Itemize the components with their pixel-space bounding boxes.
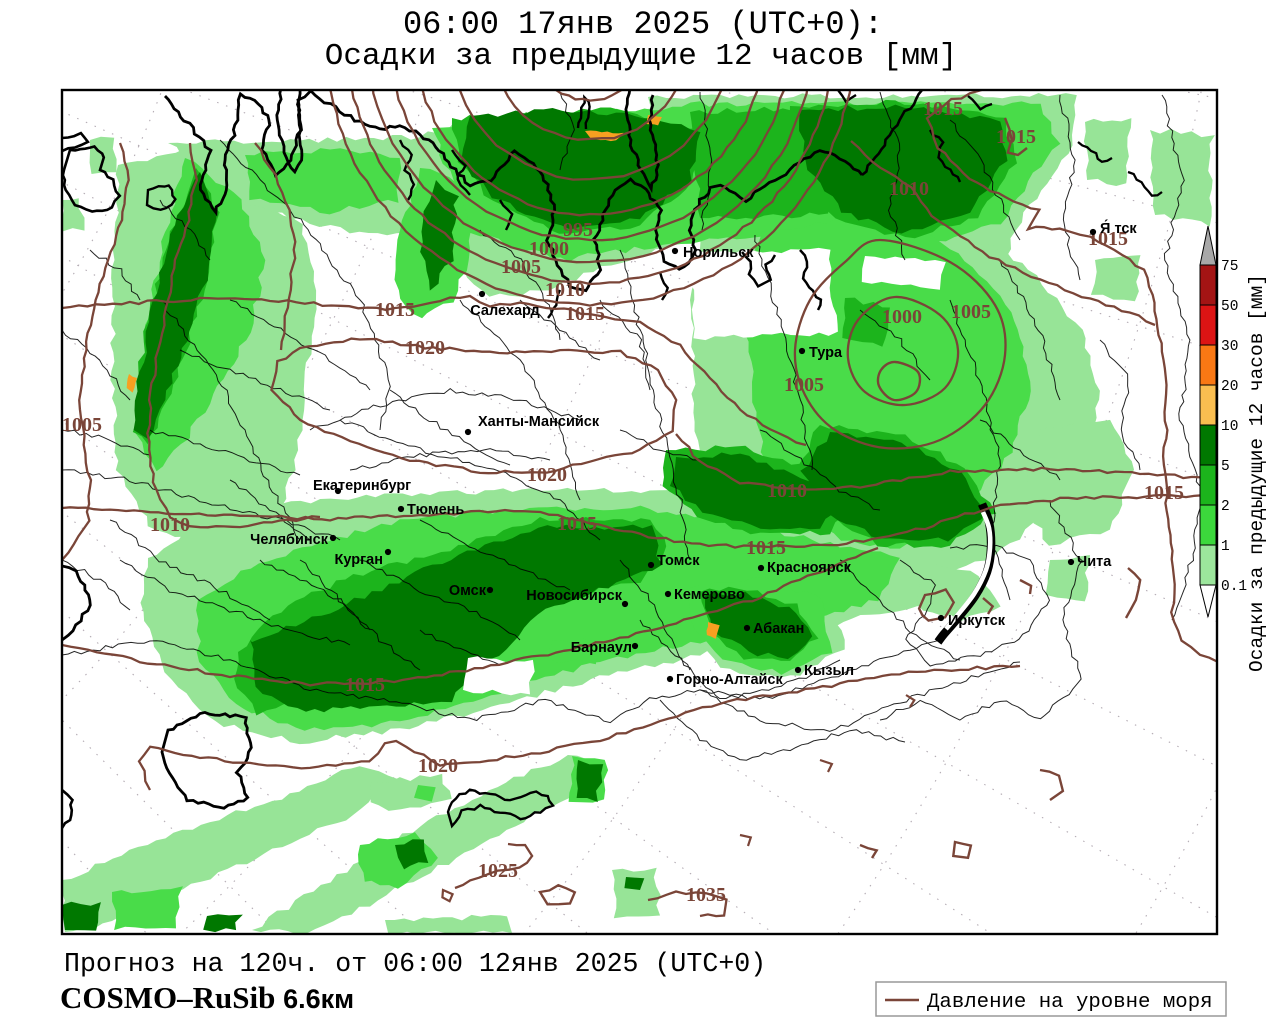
svg-text:Курган: Курган: [335, 552, 383, 568]
svg-text:1020: 1020: [527, 464, 567, 486]
svg-text:Кемерово: Кемерово: [674, 587, 745, 603]
svg-text:Тура: Тура: [809, 345, 843, 361]
svg-text:1015: 1015: [1144, 482, 1184, 504]
svg-text:Осадки за предыдущие 12 часов: Осадки за предыдущие 12 часов [мм]: [1246, 274, 1268, 672]
svg-text:1015: 1015: [996, 126, 1036, 148]
svg-text:0.1: 0.1: [1221, 579, 1247, 595]
svg-text:30: 30: [1221, 339, 1238, 355]
svg-text:COSMO–RuSib 6.6км: COSMO–RuSib 6.6км: [60, 980, 354, 1015]
svg-text:1015: 1015: [375, 299, 415, 321]
svg-text:Чита: Чита: [1077, 554, 1112, 570]
svg-text:50: 50: [1221, 299, 1238, 315]
svg-text:1005: 1005: [62, 414, 102, 436]
svg-text:Екатеринбург: Екатеринбург: [313, 478, 411, 494]
svg-text:1005: 1005: [501, 256, 541, 278]
svg-text:06:00 17янв 2025 (UTC+0):: 06:00 17янв 2025 (UTC+0):: [403, 6, 883, 43]
svg-text:2: 2: [1221, 499, 1230, 515]
svg-text:1035: 1035: [686, 884, 726, 906]
svg-text:1025: 1025: [478, 860, 518, 882]
svg-text:1010: 1010: [889, 178, 929, 200]
svg-text:Иркутск: Иркутск: [948, 613, 1006, 629]
svg-text:Салехард: Салехард: [470, 303, 539, 319]
svg-text:1000: 1000: [529, 238, 569, 260]
svg-text:1010: 1010: [767, 480, 807, 502]
svg-text:Абакан: Абакан: [753, 621, 804, 637]
svg-text:1010: 1010: [545, 279, 585, 301]
svg-text:Тюмень: Тюмень: [407, 502, 464, 518]
svg-text:Прогноз на 120ч. от 06:00 12ян: Прогноз на 120ч. от 06:00 12янв 2025 (UT…: [64, 949, 766, 979]
svg-text:Барнаул: Барнаул: [571, 640, 632, 656]
svg-text:10: 10: [1221, 419, 1238, 435]
svg-text:1010: 1010: [150, 514, 190, 536]
svg-text:1015: 1015: [923, 98, 963, 120]
svg-text:Я́ тск: Я́ тск: [1100, 220, 1137, 237]
svg-text:1015: 1015: [746, 537, 786, 559]
svg-text:1015: 1015: [565, 303, 605, 325]
svg-text:Осадки за предыдущие 12 часов: Осадки за предыдущие 12 часов [мм]: [325, 39, 958, 74]
svg-text:1: 1: [1221, 539, 1230, 555]
svg-text:Норильск: Норильск: [683, 245, 754, 261]
svg-text:Челябинск: Челябинск: [250, 532, 329, 548]
svg-text:1015: 1015: [557, 513, 597, 535]
svg-text:5: 5: [1221, 459, 1230, 475]
svg-text:1015: 1015: [1088, 228, 1128, 250]
svg-text:75: 75: [1221, 259, 1238, 275]
svg-text:1005: 1005: [784, 374, 824, 396]
svg-text:1020: 1020: [405, 337, 445, 359]
svg-text:Томск: Томск: [657, 553, 700, 569]
svg-text:Красноярск: Красноярск: [767, 560, 852, 576]
svg-text:Новосибирск: Новосибирск: [526, 588, 622, 604]
svg-text:20: 20: [1221, 379, 1238, 395]
svg-text:995: 995: [563, 219, 593, 241]
svg-text:1020: 1020: [418, 755, 458, 777]
svg-text:Давление на уровне моря: Давление на уровне моря: [927, 991, 1213, 1014]
svg-text:Горно-Алтайск: Горно-Алтайск: [676, 672, 783, 688]
svg-text:Кызыл: Кызыл: [804, 663, 854, 679]
svg-text:Ханты-Мансийск: Ханты-Мансийск: [478, 414, 600, 430]
svg-text:1005: 1005: [951, 301, 991, 323]
svg-text:Омск: Омск: [449, 583, 487, 599]
svg-text:1015: 1015: [345, 674, 385, 696]
svg-text:1000: 1000: [882, 306, 922, 328]
